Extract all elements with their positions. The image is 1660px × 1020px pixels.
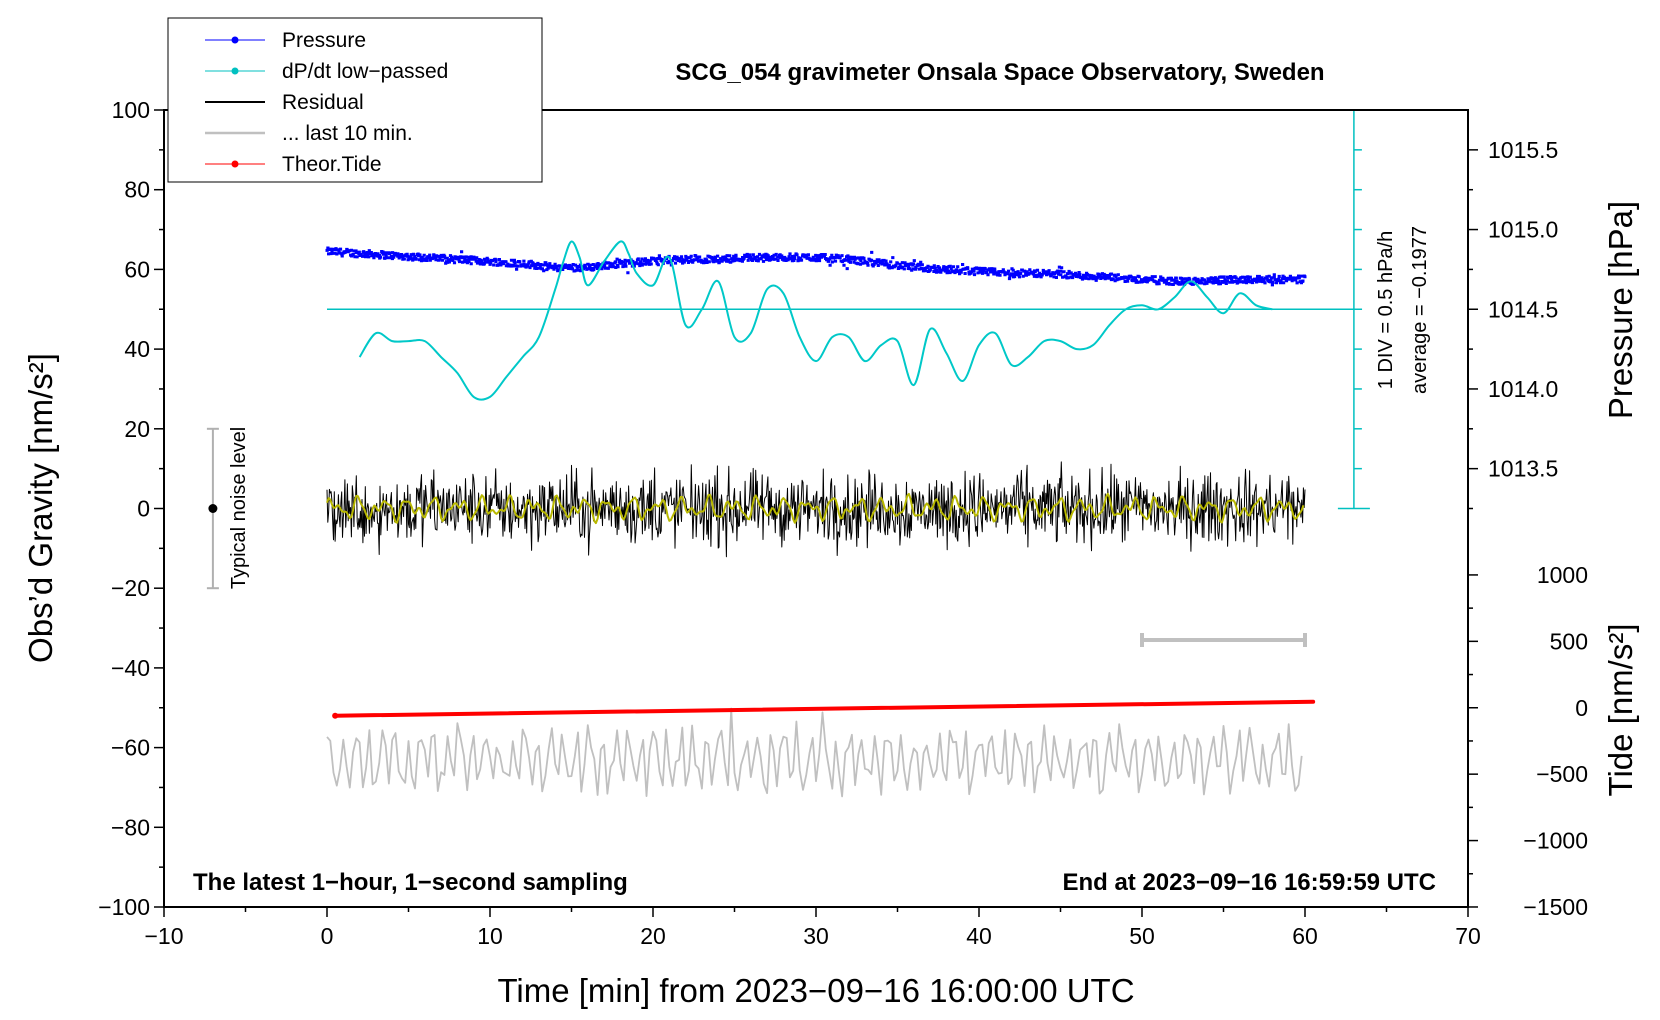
- axes-layer: −10 0 10 20 30 40 50 60 70100806040200−20−40−60−…: [98, 97, 1588, 949]
- noise-label: Typical noise level: [228, 427, 250, 589]
- plot-layer: [206, 109, 1370, 798]
- tide-tick-label: −1500: [1523, 894, 1588, 920]
- x-tick-label: 0: [321, 923, 334, 949]
- legend-marker: [231, 160, 239, 168]
- y-axis-title: Obs’d Gravity [nm/s²]: [22, 353, 59, 663]
- legend-label: dP/dt low−passed: [282, 60, 448, 83]
- tide-tick-label: 1000: [1537, 562, 1588, 588]
- pressure-tick-label: 1014.5: [1488, 296, 1558, 322]
- y-tick-label: 60: [124, 256, 150, 282]
- y-tick-label: 20: [124, 416, 150, 442]
- legend-label: Residual: [282, 91, 364, 114]
- dpdt-series: [358, 240, 1273, 401]
- y-tick-label: −40: [111, 655, 150, 681]
- y-tick-label: −20: [111, 575, 150, 601]
- x-tick-label: 60: [1292, 923, 1318, 949]
- legend: Pressure dP/dt low−passed Residual ... last…: [167, 17, 543, 183]
- theor-tide-start-marker: [332, 712, 339, 719]
- sampling-note: The latest 1−hour, 1−second sampling: [193, 869, 628, 896]
- pressure-axis-title: Pressure [hPa]: [1602, 201, 1639, 419]
- x-tick-label: 30: [803, 923, 829, 949]
- legend-marker: [231, 67, 239, 75]
- x-axis-title: Time [min] from 2023−09−16 16:00:00 UTC: [497, 972, 1134, 1009]
- theor-tide-series: [333, 699, 1316, 718]
- x-tick-label: −10: [144, 923, 183, 949]
- y-tick-label: 100: [112, 97, 150, 123]
- x-tick-label: 10: [477, 923, 503, 949]
- y-tick-label: −80: [111, 814, 150, 840]
- y-tick-label: −100: [98, 894, 150, 920]
- noise-bar-marker: [208, 504, 218, 513]
- legend-box: [167, 17, 543, 183]
- y-tick-label: 80: [124, 177, 150, 203]
- div-label: 1 DIV = 0.5 hPa/h: [1375, 231, 1397, 389]
- tide-tick-label: 500: [1550, 628, 1588, 654]
- legend-marker: [231, 36, 239, 44]
- y-tick-label: 40: [124, 336, 150, 362]
- last-10-min-series: [326, 707, 1303, 798]
- y-tick-label: −60: [111, 735, 150, 761]
- y-tick-label: 0: [137, 496, 150, 522]
- tide-tick-label: −1000: [1523, 828, 1588, 854]
- x-tick-label: 40: [966, 923, 992, 949]
- average-label: average = −0.1977: [1409, 226, 1431, 394]
- pressure-tick-label: 1013.5: [1488, 456, 1558, 482]
- tide-tick-label: 0: [1575, 695, 1588, 721]
- residual-smoothed-series: [326, 492, 1305, 525]
- chart-title: SCG_054 gravimeter Onsala Space Observat…: [675, 59, 1324, 86]
- legend-label: Pressure: [282, 29, 366, 52]
- residual-series: [326, 461, 1306, 558]
- legend-label: Theor.Tide: [282, 153, 382, 176]
- x-tick-label: 20: [640, 923, 666, 949]
- pressure-tick-label: 1015.0: [1488, 217, 1558, 243]
- end-time-note: End at 2023−09−16 16:59:59 UTC: [1062, 869, 1436, 896]
- pressure-tick-label: 1014.0: [1488, 376, 1558, 402]
- x-tick-label: 50: [1129, 923, 1155, 949]
- pressure-series: [325, 246, 1307, 287]
- tide-tick-label: −500: [1536, 761, 1588, 787]
- tide-axis-title: Tide [nm/s²]: [1602, 624, 1639, 797]
- x-tick-label: 70: [1455, 923, 1481, 949]
- pressure-tick-label: 1015.5: [1488, 137, 1558, 163]
- legend-label: ... last 10 min.: [282, 122, 413, 145]
